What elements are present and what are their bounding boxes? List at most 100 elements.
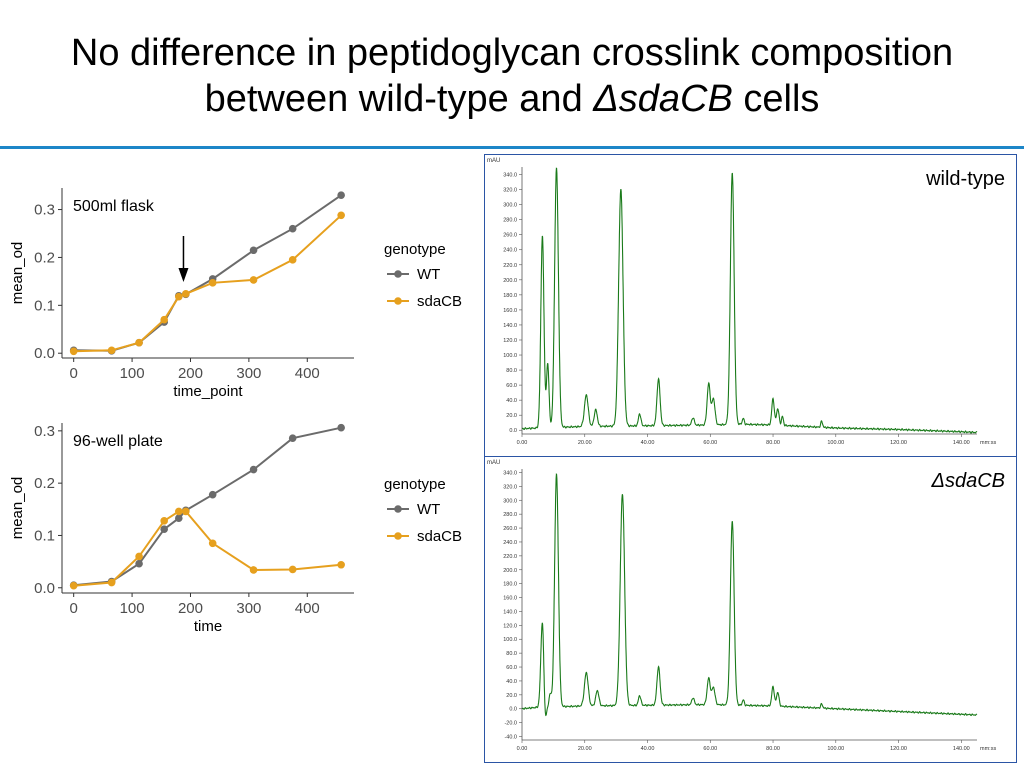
legend-marker-sdaCB (394, 532, 402, 540)
chromatogram-wild-type: mAU 0.0 20.0 40.0 60.0 80.0 100.0 120.0 140.0 160… (487, 158, 1005, 446)
data-point-WT (135, 559, 143, 568)
x-tick-label: 100.00 (827, 440, 844, 446)
x-tick-label: 80.00 (766, 746, 780, 752)
y-tick-label: 0.0 (34, 580, 55, 597)
y-tick-label: 180.0 (503, 293, 517, 299)
panel-label: wild-type (925, 168, 1005, 190)
y-tick-label: 220.0 (503, 554, 517, 560)
title-line-2-suffix: cells (732, 78, 820, 120)
y-tick-label: -40.0 (504, 735, 517, 741)
x-tick-label: 300 (236, 600, 261, 617)
panel-label: 500ml flask (73, 198, 155, 215)
data-point-WT (175, 514, 183, 522)
y-tick-label: 240.0 (503, 248, 517, 254)
y-axis-label: mean_od (9, 242, 26, 305)
y-tick-label: 280.0 (503, 512, 517, 518)
x-tick-label: 60.00 (703, 746, 717, 752)
x-tick-label: 140.00 (953, 746, 970, 752)
x-tick-label: 100 (120, 600, 145, 617)
y-tick-label: 240.0 (503, 540, 517, 546)
series-line-sdaCB (73, 214, 342, 353)
y-tick-label: 320.0 (503, 484, 517, 490)
data-point-sdaCB (208, 279, 217, 287)
data-point-sdaCB (107, 346, 116, 355)
data-point-sdaCB (135, 338, 143, 347)
slide-title: No difference in peptidoglycan crosslink… (0, 30, 1024, 122)
chromatogram-sdacb: mAU -40.0 -20.0 0.0 20.0 40.0 60.0 80.0 100.0 120… (487, 460, 1005, 752)
data-point-WT (249, 465, 258, 474)
x-tick-label: 120.00 (890, 440, 907, 446)
y-tick-label: 0.2 (34, 475, 55, 492)
y-tick-label: 340.0 (503, 173, 517, 179)
y-tick-label: 0.2 (34, 249, 55, 266)
data-point-sdaCB (69, 581, 78, 590)
y-tick-label: 120.0 (503, 623, 517, 629)
y-tick-label: 0.1 (34, 527, 55, 544)
data-point-sdaCB (135, 552, 143, 561)
x-tick-label: 80.00 (766, 440, 780, 446)
data-point-sdaCB (160, 315, 168, 324)
y-tick-label: 300.0 (503, 498, 517, 504)
y-tick-label: -20.0 (504, 721, 517, 727)
y-tick-label: 20.0 (506, 413, 517, 419)
chart-96-well-plate: 0.0 0.1 0.2 0.3 0 100 200 300 400 time mean_od 96-w… (9, 423, 462, 635)
y-tick-label: 20.0 (506, 693, 517, 699)
legend-label-WT: WT (417, 501, 440, 518)
x-tick-label: 0.00 (517, 746, 528, 752)
y-tick-label: 100.0 (503, 637, 517, 643)
y-tick-label: 160.0 (503, 308, 517, 314)
legend-title: genotype (384, 241, 446, 258)
series-line-WT (73, 426, 342, 587)
panel-label: ΔsdaCB (931, 470, 1005, 492)
x-tick-label: 0 (70, 600, 78, 617)
legend-label-sdaCB: sdaCB (417, 293, 462, 310)
y-axis-label: mean_od (9, 477, 26, 540)
x-unit-label: mm:ss (980, 746, 996, 752)
data-point-sdaCB (249, 276, 258, 284)
data-point-WT (208, 490, 217, 499)
x-tick-label: 20.00 (578, 440, 592, 446)
hplc-panel-wild-type: mAU 0.0 20.0 40.0 60.0 80.0 100.0 120.0 140.0 160… (484, 154, 1017, 457)
y-tick-label: 280.0 (503, 218, 517, 224)
y-tick-label: 260.0 (503, 233, 517, 239)
y-tick-label: 120.0 (503, 338, 517, 344)
legend-marker-WT (394, 505, 402, 513)
y-tick-label: 340.0 (503, 470, 517, 476)
title-line-1: No difference in peptidoglycan crosslink… (70, 32, 954, 74)
data-point-sdaCB (175, 292, 183, 301)
data-point-WT (288, 434, 297, 442)
x-tick-label: 300 (236, 365, 261, 382)
x-tick-label: 100.00 (827, 746, 844, 752)
series-line-sdaCB (73, 510, 342, 587)
data-point-sdaCB (337, 211, 345, 220)
data-point-sdaCB (288, 256, 297, 264)
title-line-2-italic: ΔsdaCB (593, 78, 733, 120)
data-point-sdaCB (175, 507, 183, 516)
y-tick-label: 100.0 (503, 353, 517, 359)
x-unit-label: mm:ss (980, 440, 996, 446)
y-unit-label: mAU (487, 158, 500, 164)
data-point-sdaCB (249, 566, 258, 574)
y-tick-label: 0.0 (34, 345, 55, 362)
x-tick-label: 140.00 (953, 440, 970, 446)
data-point-sdaCB (337, 560, 345, 569)
data-point-WT (288, 224, 297, 233)
data-point-sdaCB (208, 539, 217, 548)
x-tick-label: 0 (70, 365, 78, 382)
data-point-sdaCB (182, 507, 190, 516)
x-tick-label: 400 (295, 365, 320, 382)
y-tick-label: 160.0 (503, 596, 517, 602)
data-point-sdaCB (288, 565, 297, 574)
y-tick-label: 0.0 (509, 707, 517, 713)
y-tick-label: 260.0 (503, 526, 517, 532)
data-point-WT (160, 525, 168, 533)
arrow-head (178, 268, 189, 282)
x-tick-label: 20.00 (578, 746, 592, 752)
x-tick-label: 200 (178, 600, 203, 617)
legend-marker-sdaCB (394, 297, 402, 305)
legend-label-WT: WT (417, 266, 440, 283)
y-tick-label: 300.0 (503, 203, 517, 209)
y-tick-label: 40.0 (506, 679, 517, 685)
x-tick-label: 100 (120, 365, 145, 382)
chromatogram-trace (521, 473, 978, 717)
